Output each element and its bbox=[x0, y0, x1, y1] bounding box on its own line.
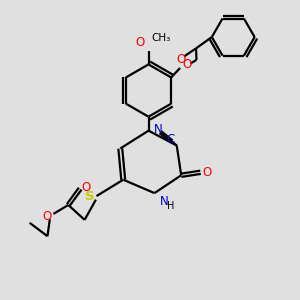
Text: CH₃: CH₃ bbox=[151, 33, 170, 43]
Text: C: C bbox=[167, 133, 175, 146]
Text: O: O bbox=[177, 53, 186, 66]
Text: H: H bbox=[167, 202, 175, 212]
Text: O: O bbox=[136, 36, 145, 49]
Text: O: O bbox=[202, 166, 212, 179]
Text: O: O bbox=[43, 210, 52, 224]
Text: O: O bbox=[82, 181, 91, 194]
Text: S: S bbox=[85, 190, 95, 202]
Text: N: N bbox=[154, 123, 162, 136]
Text: N: N bbox=[160, 195, 168, 208]
Text: O: O bbox=[182, 58, 191, 71]
